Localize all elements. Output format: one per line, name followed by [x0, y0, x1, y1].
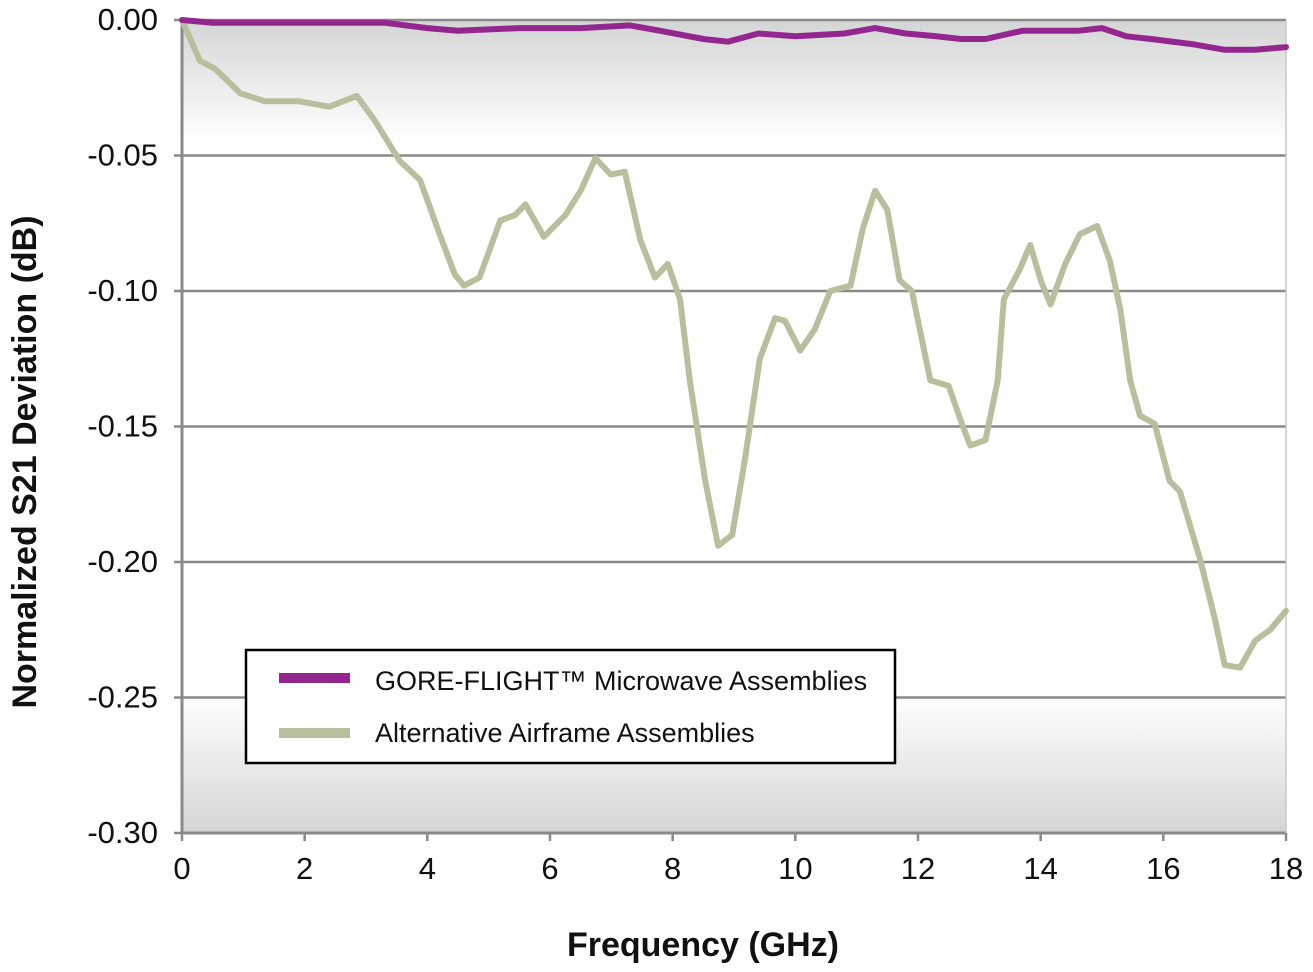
y-tick-label: -0.25 — [87, 680, 158, 715]
x-tick-label: 8 — [664, 851, 681, 886]
legend-box — [244, 648, 897, 765]
series-line-gore-flight — [179, 17, 1289, 53]
series-line-alternative-airframe — [179, 17, 1289, 671]
y-tick-label: -0.30 — [87, 815, 158, 850]
x-axis-title: Frequency (GHz) — [567, 926, 839, 964]
y-tick-label: -0.20 — [87, 544, 158, 579]
y-tick-label: -0.05 — [87, 138, 158, 173]
y-tick-label: -0.15 — [87, 409, 158, 444]
legend-label-gore-flight: GORE-FLIGHT™ Microwave Assemblies — [375, 666, 867, 696]
x-tick-label: 0 — [173, 851, 190, 886]
x-tick-label: 12 — [901, 851, 935, 886]
axes: 0.00 -0.05 -0.10 -0.15 -0.20 -0.25 -0.30 0 2 4 6 8 1… — [87, 2, 1303, 886]
y-tick-label: -0.10 — [87, 273, 158, 308]
x-tick-label: 18 — [1269, 851, 1303, 886]
x-tick-label: 4 — [419, 851, 436, 886]
x-tick-label: 2 — [296, 851, 313, 886]
legend-swatch-gore-flight — [279, 673, 350, 683]
x-tick-label: 16 — [1146, 851, 1180, 886]
legend-swatch-alternative-airframe — [279, 728, 350, 738]
x-tick-label: 10 — [778, 851, 812, 886]
y-tick-label: 0.00 — [98, 2, 158, 37]
x-tick-label: 14 — [1023, 851, 1057, 886]
y-axis-title: Normalized S21 Deviation (dB) — [6, 215, 44, 708]
legend: GORE-FLIGHT™ Microwave Assemblies Altern… — [244, 648, 897, 765]
x-tick-label: 6 — [541, 851, 558, 886]
legend-label-alternative-airframe: Alternative Airframe Assemblies — [375, 718, 755, 748]
series-lines — [179, 17, 1289, 671]
